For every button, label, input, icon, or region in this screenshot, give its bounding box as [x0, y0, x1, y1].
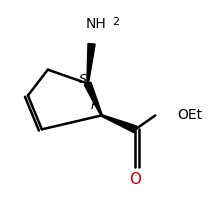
Text: S: S [79, 73, 87, 86]
Text: O: O [129, 172, 141, 187]
Polygon shape [84, 82, 102, 116]
Polygon shape [101, 115, 137, 133]
Text: R: R [90, 99, 99, 112]
Polygon shape [87, 43, 95, 84]
Text: 2: 2 [112, 17, 119, 27]
Text: OEt: OEt [177, 108, 202, 122]
Text: NH: NH [85, 17, 106, 31]
